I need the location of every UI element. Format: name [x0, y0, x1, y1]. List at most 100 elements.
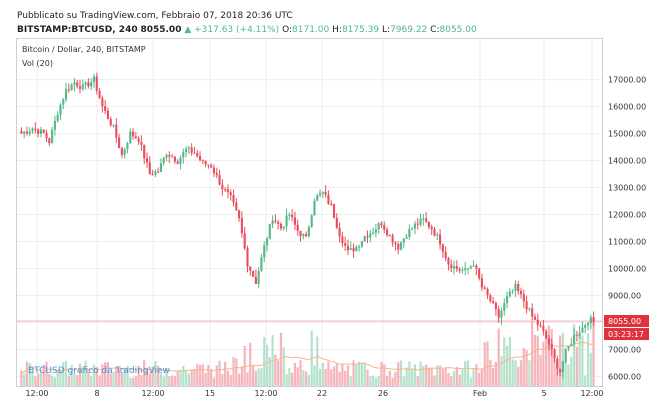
volume-bar	[508, 336, 511, 386]
volume-bar	[483, 342, 486, 386]
volume-bar	[62, 362, 65, 386]
candle	[436, 234, 439, 236]
time-tick-label: 26	[378, 389, 388, 398]
candle	[480, 278, 484, 288]
volume-bar	[235, 358, 238, 386]
volume-bar	[92, 364, 96, 386]
candle	[335, 217, 338, 228]
volume-bar	[480, 369, 484, 386]
candle	[305, 234, 308, 237]
volume-bar	[505, 345, 509, 386]
volume-bar	[293, 362, 297, 386]
candle	[307, 227, 310, 237]
candle	[296, 224, 299, 231]
volume-bar	[304, 371, 308, 386]
volume-bar	[391, 377, 394, 386]
volume-bar	[514, 360, 517, 386]
candle	[461, 270, 464, 272]
candle	[112, 124, 115, 126]
volume-bar	[70, 364, 73, 386]
price-tick-label: 14000.00	[608, 157, 646, 166]
candle	[547, 338, 551, 345]
candle	[586, 323, 590, 326]
candle	[34, 128, 37, 130]
volume-bar	[572, 324, 576, 386]
candle	[182, 152, 185, 158]
candle	[310, 215, 313, 228]
candle	[553, 349, 556, 359]
volume-bar	[385, 375, 389, 386]
candle	[190, 147, 193, 153]
candle	[355, 246, 358, 252]
volume-bar	[570, 356, 573, 386]
candle	[252, 270, 255, 277]
candle	[76, 82, 79, 87]
volume-bar	[251, 365, 255, 386]
candle	[67, 89, 70, 91]
volume-bar	[416, 376, 419, 386]
candle	[271, 220, 274, 224]
volume-bar	[581, 335, 584, 386]
candle	[226, 189, 230, 193]
volume-bar	[23, 373, 26, 386]
watermark: BTCUSD grafico da TradingView	[28, 366, 170, 376]
candle	[511, 290, 514, 292]
volume-bar	[42, 364, 45, 386]
volume-bar	[56, 371, 59, 386]
candle	[64, 89, 68, 100]
volume-bar	[134, 376, 137, 386]
volume-bar	[349, 376, 352, 386]
volume-bars	[20, 318, 595, 386]
candle	[497, 309, 500, 318]
volume-bar	[469, 377, 472, 386]
volume-bar	[171, 375, 174, 386]
volume-bar	[422, 365, 425, 386]
volume-bar	[249, 342, 252, 386]
candle	[238, 210, 241, 219]
volume-bar	[198, 364, 202, 386]
candles	[20, 72, 595, 379]
volume-bar	[452, 370, 456, 386]
candle	[168, 155, 171, 157]
volume-bar	[104, 362, 107, 386]
candle	[104, 106, 107, 111]
volume-bar	[87, 371, 90, 386]
candle	[447, 258, 450, 265]
candle	[464, 268, 467, 271]
volume-bar	[419, 361, 422, 386]
volume-bar	[257, 368, 260, 386]
candle	[187, 147, 190, 149]
volume-bar	[131, 377, 135, 386]
volume-ma-line	[21, 341, 594, 374]
candle	[324, 191, 327, 195]
change: ▲ +317.63 (+4.11%)	[184, 25, 280, 35]
candle	[207, 164, 210, 166]
volume-bar	[182, 365, 185, 386]
volume-bar	[388, 370, 391, 386]
candle	[282, 226, 285, 229]
volume-bar	[187, 373, 190, 386]
candle	[506, 296, 509, 304]
volume-bar	[162, 376, 165, 386]
candle	[293, 217, 296, 225]
candle	[53, 120, 56, 130]
volume-bar	[517, 366, 520, 386]
candle	[313, 200, 316, 216]
candle	[254, 276, 257, 285]
volume-bar	[531, 321, 534, 386]
volume-moving-average	[21, 341, 594, 374]
candle	[508, 291, 511, 297]
volume-bar	[117, 369, 121, 386]
volume-bar	[492, 367, 495, 386]
candle	[427, 221, 430, 227]
volume-bar	[67, 376, 70, 386]
candle	[539, 325, 542, 327]
volume-bar	[145, 367, 149, 386]
volume-bar	[383, 364, 386, 386]
candle	[277, 221, 280, 224]
volume-bar	[148, 372, 151, 386]
candle	[285, 215, 288, 227]
candle	[330, 203, 333, 205]
volume-bar	[584, 375, 587, 386]
